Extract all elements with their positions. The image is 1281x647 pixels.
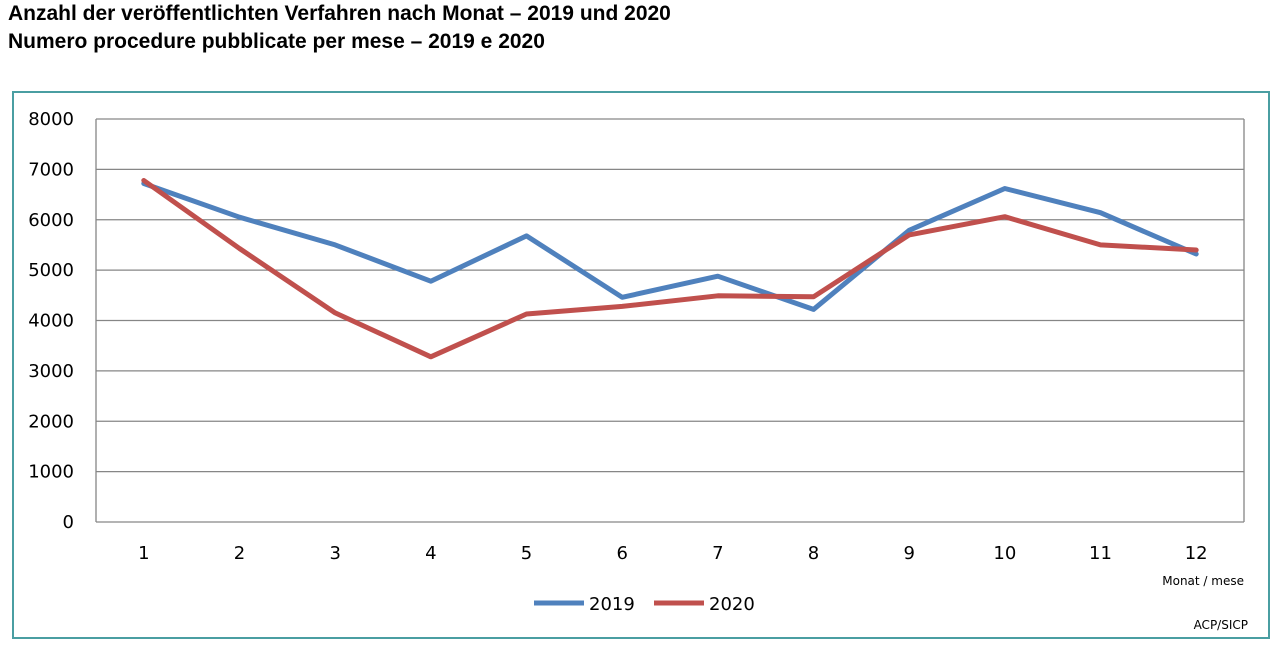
- x-tick-label: 5: [521, 543, 532, 564]
- x-tick-label: 3: [329, 543, 340, 564]
- y-tick-label: 2000: [28, 411, 74, 432]
- y-tick-label: 1000: [28, 462, 74, 483]
- y-axis-ticks: 0 1000 2000 3000 4000 5000 6000 7000 8000: [28, 109, 74, 533]
- gridlines: [95, 118, 1245, 523]
- chart-title-italian: Numero procedure pubblicate per mese – 2…: [8, 30, 545, 53]
- x-tick-label: 8: [808, 543, 819, 564]
- y-tick-label: 6000: [28, 210, 74, 231]
- legend: 2019 2020: [534, 594, 755, 615]
- x-tick-label: 4: [425, 543, 436, 564]
- x-axis-ticks: 1 2 3 4 5 6 7 8 9 10 11 12: [138, 543, 1208, 564]
- y-tick-label: 0: [63, 512, 74, 533]
- y-tick-label: 7000: [28, 159, 74, 180]
- legend-label-2019: 2019: [589, 594, 635, 615]
- x-tick-label: 2: [234, 543, 245, 564]
- x-tick-label: 7: [712, 543, 723, 564]
- series-lines: [141, 178, 1199, 360]
- y-tick-label: 5000: [28, 260, 74, 281]
- x-axis-label: Monat / mese: [1162, 574, 1244, 588]
- y-tick-label: 3000: [28, 361, 74, 382]
- chart-title-german: Anzahl der veröffentlichten Verfahren na…: [8, 2, 671, 25]
- y-tick-label: 4000: [28, 311, 74, 332]
- y-tick-label: 8000: [28, 109, 74, 130]
- x-tick-label: 9: [903, 543, 914, 564]
- chart-frame: [12, 91, 1270, 639]
- series-line-2020: [141, 178, 1199, 360]
- x-tick-label: 11: [1089, 543, 1112, 564]
- source-note: ACP/SICP: [1194, 618, 1248, 632]
- legend-label-2020: 2020: [709, 594, 755, 615]
- x-tick-label: 10: [993, 543, 1016, 564]
- x-tick-label: 6: [616, 543, 627, 564]
- x-tick-label: 1: [138, 543, 149, 564]
- x-tick-label: 12: [1185, 543, 1208, 564]
- series-line-2019: [141, 181, 1199, 312]
